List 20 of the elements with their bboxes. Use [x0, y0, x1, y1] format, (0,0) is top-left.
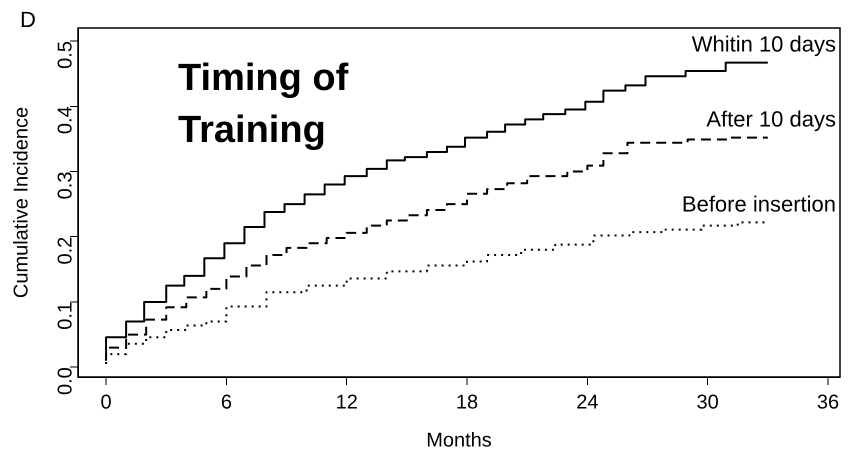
- text: D: [20, 7, 36, 32]
- x-axis-title: Months: [426, 430, 492, 452]
- x-tick-label: 12: [336, 392, 358, 414]
- y-tick-label: 0.2: [54, 236, 77, 265]
- text: Timing of Training: [178, 57, 349, 151]
- x-tick-label: 36: [816, 392, 840, 414]
- y-tick-label: 0.3: [54, 172, 77, 200]
- y-tick-label: 0.0: [54, 367, 77, 396]
- x-tick-label: 6: [220, 392, 232, 414]
- y-axis-title: Cumulative Incidence: [10, 106, 33, 298]
- series-label: After 10 days: [706, 106, 836, 132]
- series-label: Whitin 10 days: [692, 32, 836, 57]
- y-tick-label: 0.4: [54, 106, 77, 134]
- x-tick-label: 24: [576, 392, 598, 414]
- x-tick-label: 0: [100, 392, 112, 414]
- x-tick-label: 30: [696, 392, 719, 414]
- y-tick-label: 0.5: [54, 41, 77, 69]
- series-label: Before insertion: [682, 191, 836, 216]
- y-tick-label: 0.1: [54, 302, 77, 330]
- x-tick-label: 18: [456, 392, 478, 414]
